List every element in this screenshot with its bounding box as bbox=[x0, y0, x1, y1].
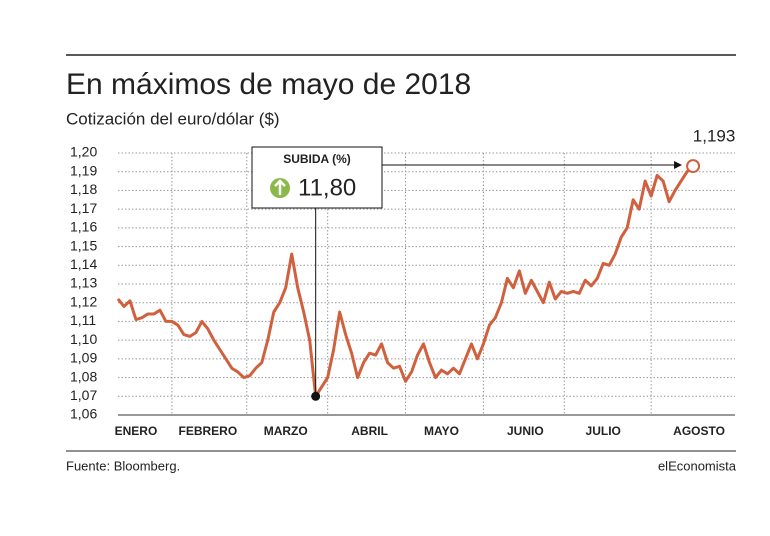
y-tick-label: 1,09 bbox=[70, 350, 97, 366]
end-point bbox=[686, 159, 701, 174]
y-tick-label: 1,14 bbox=[70, 256, 97, 272]
x-tick-label: JULIO bbox=[586, 424, 621, 438]
y-tick-label: 1,17 bbox=[70, 200, 97, 216]
up-arrow bbox=[274, 179, 286, 195]
y-tick-label: 1,15 bbox=[70, 237, 97, 253]
x-tick-label: ABRIL bbox=[351, 424, 388, 438]
y-tick-label: 1,20 bbox=[70, 144, 97, 160]
annotation-title: SUBIDA (%) bbox=[283, 152, 351, 166]
x-tick-label: MARZO bbox=[264, 424, 308, 438]
annotation-box bbox=[251, 146, 383, 209]
y-tick-label: 1,16 bbox=[70, 219, 97, 235]
y-tick-label: 1,12 bbox=[70, 293, 97, 309]
end-label: 1,193 bbox=[693, 127, 736, 146]
y-tick-label: 1,18 bbox=[70, 181, 97, 197]
y-tick-label: 1,13 bbox=[70, 275, 97, 291]
y-tick-label: 1,11 bbox=[70, 312, 96, 328]
y-tick-label: 1,10 bbox=[70, 331, 97, 347]
x-tick-label: ENERO bbox=[115, 424, 158, 438]
annotation-value: 11,80 bbox=[298, 174, 356, 201]
chart-subtitle: Cotización del euro/dólar ($) bbox=[66, 109, 280, 128]
x-tick-label: FEBRERO bbox=[179, 424, 238, 438]
source: Fuente: Bloomberg. bbox=[66, 458, 180, 473]
y-tick-label: 1,06 bbox=[70, 406, 97, 422]
annotation-point bbox=[311, 391, 321, 401]
y-tick-label: 1,19 bbox=[70, 162, 97, 178]
y-tick-label: 1,07 bbox=[70, 387, 97, 403]
x-tick-label: JUNIO bbox=[507, 424, 544, 438]
x-tick-label: AGOSTO bbox=[673, 424, 725, 438]
x-tick-label: MAYO bbox=[424, 424, 459, 438]
y-tick-label: 1,08 bbox=[70, 368, 97, 384]
brand: elEconomista bbox=[658, 458, 737, 473]
chart-title: En máximos de mayo de 2018 bbox=[66, 68, 471, 101]
line bbox=[116, 165, 695, 398]
